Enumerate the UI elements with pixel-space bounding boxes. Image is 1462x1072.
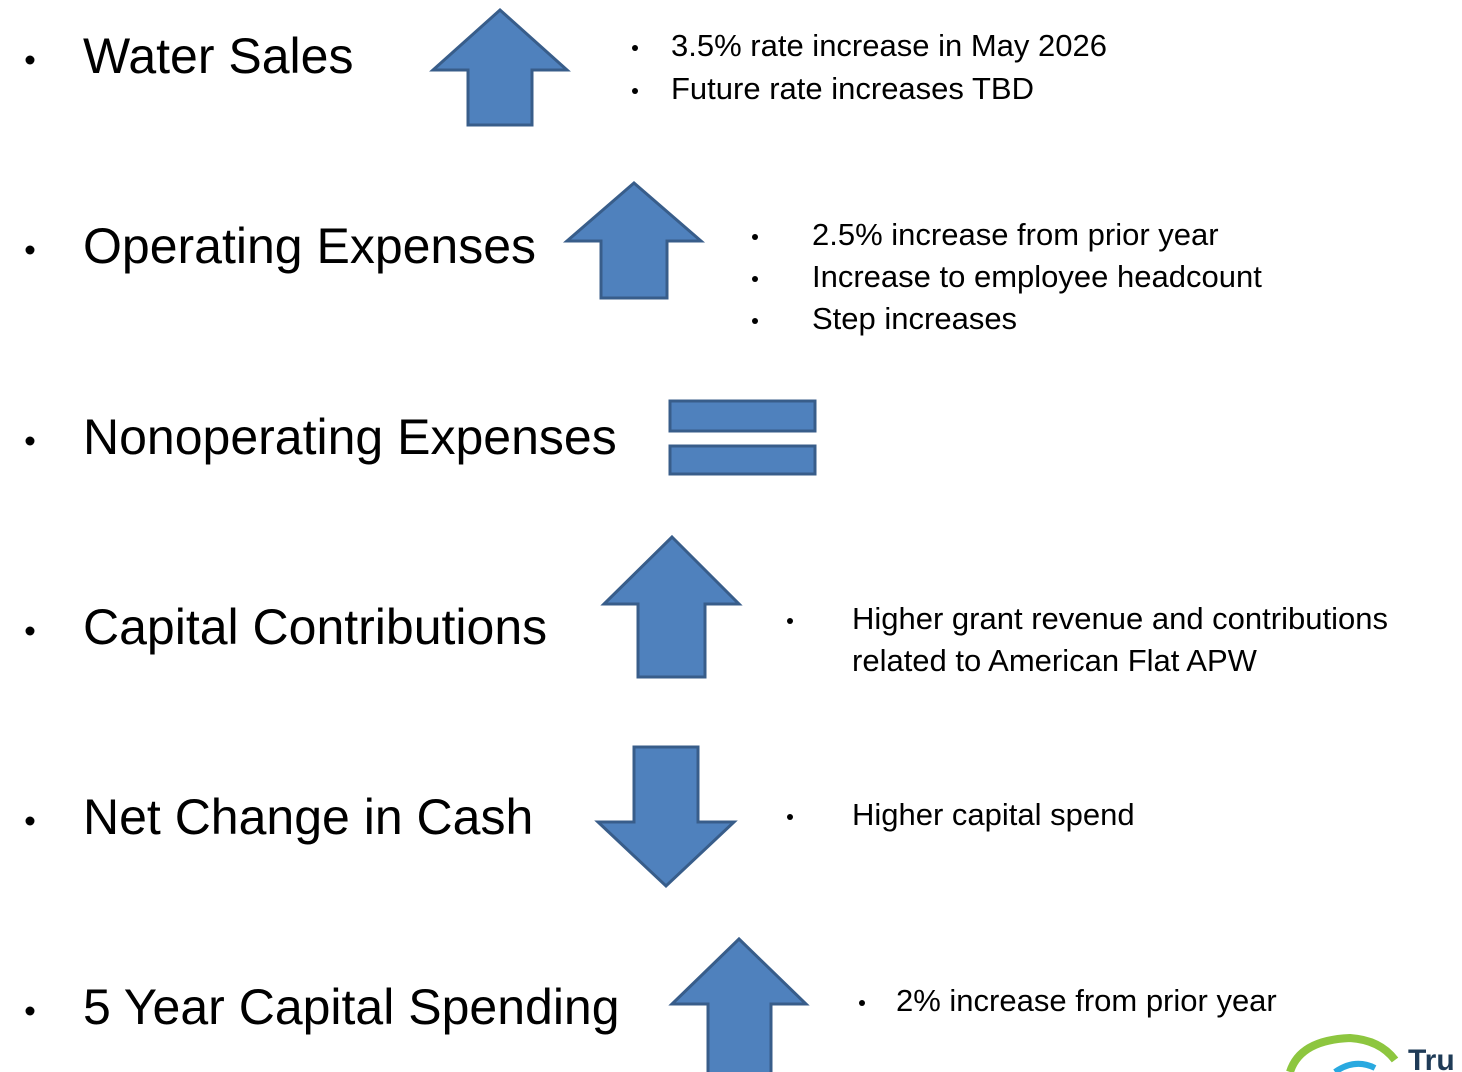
logo-arc <box>1286 1033 1399 1072</box>
note-bullet <box>752 234 758 240</box>
note-bullet <box>632 45 638 51</box>
up-arrow <box>600 534 743 679</box>
equals-bar <box>668 399 817 433</box>
up-arrow <box>429 7 571 127</box>
note-text: Higher grant revenue and contributions <box>852 601 1388 636</box>
bullet <box>25 436 35 446</box>
bullet <box>25 816 35 826</box>
note-bullet <box>859 1000 865 1006</box>
note-text: Future rate increases TBD <box>671 71 1034 106</box>
item-label: Operating Expenses <box>83 218 536 274</box>
up-arrow <box>668 936 810 1072</box>
note-bullet <box>787 618 793 624</box>
note-bullet <box>752 276 758 282</box>
note-text: Higher capital spend <box>852 797 1135 832</box>
note-text: related to American Flat APW <box>852 643 1258 678</box>
logo-text: Tru <box>1408 1044 1455 1072</box>
item-label: 5 Year Capital Spending <box>83 979 620 1035</box>
note-text: 3.5% rate increase in May 2026 <box>671 28 1107 63</box>
note-bullet <box>632 88 638 94</box>
note-text: 2.5% increase from prior year <box>812 217 1219 252</box>
note-bullet <box>752 318 758 324</box>
item-label: Nonoperating Expenses <box>83 409 617 465</box>
bullet <box>25 55 35 65</box>
note-text: Increase to employee headcount <box>812 259 1262 294</box>
item-label: Capital Contributions <box>83 599 547 655</box>
item-label: Water Sales <box>83 28 353 84</box>
note-text: Step increases <box>812 301 1017 336</box>
logo-arc <box>1333 1060 1377 1072</box>
item-label: Net Change in Cash <box>83 789 533 845</box>
bullet <box>25 245 35 255</box>
bullet <box>25 626 35 636</box>
bullet <box>25 1006 35 1016</box>
equals-bar <box>668 444 817 476</box>
note-bullet <box>787 814 793 820</box>
note-text: 2% increase from prior year <box>896 983 1277 1018</box>
up-arrow <box>562 181 706 300</box>
down-arrow <box>594 745 738 889</box>
